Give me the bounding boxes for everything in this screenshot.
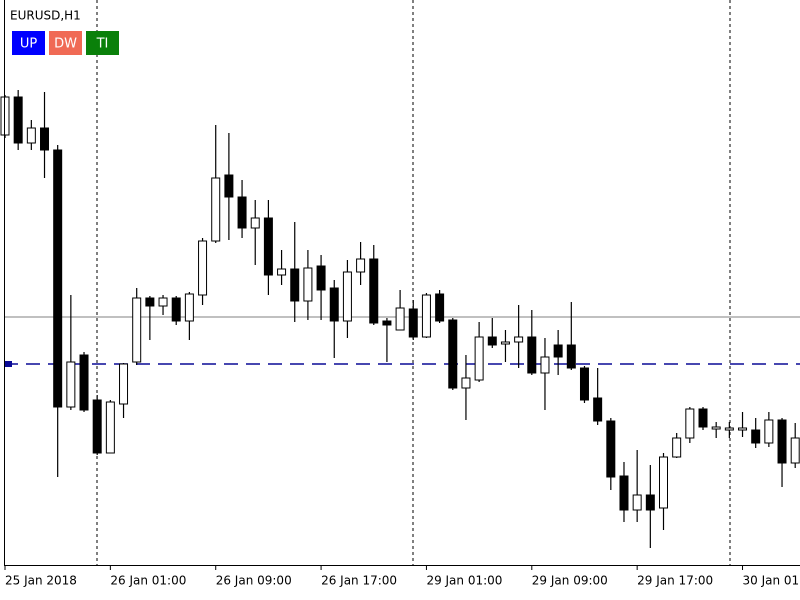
candle-body [40, 127, 50, 151]
candle-body [645, 494, 655, 511]
candle-body [553, 344, 563, 358]
candle-body [685, 408, 695, 439]
candle-body [474, 336, 484, 381]
candle-body [395, 307, 405, 331]
candle-body [606, 420, 616, 478]
candle-body [632, 494, 642, 511]
candle-body [790, 437, 800, 464]
candle-body [211, 177, 221, 242]
x-tick-label: 29 Jan 09:00 [532, 574, 608, 588]
candle-body [13, 96, 23, 144]
candle-body [171, 297, 181, 322]
plot-area [0, 90, 800, 548]
candle-body [237, 196, 247, 229]
candle-body [461, 377, 471, 389]
candle-body [764, 419, 774, 444]
candle-body [421, 294, 431, 338]
candle-body [145, 297, 155, 307]
candle-body [382, 320, 392, 326]
x-tick-label: 26 Jan 17:00 [321, 574, 397, 588]
x-tick-label: 26 Jan 01:00 [110, 574, 186, 588]
x-tick-label: 26 Jan 09:00 [216, 574, 292, 588]
candle-body [527, 336, 537, 374]
candle-body [356, 258, 366, 273]
x-tick-label: 29 Jan 01:00 [426, 574, 502, 588]
candle-body [514, 336, 524, 343]
candle-body [738, 427, 748, 431]
candle-body [26, 127, 36, 144]
candle-body [316, 265, 326, 291]
candle-body [672, 437, 682, 458]
candle-body [369, 258, 379, 324]
candle-body [290, 268, 300, 302]
candle-body [158, 297, 168, 307]
candle-body [132, 297, 142, 363]
candle-body [448, 319, 458, 389]
button-face[interactable] [49, 31, 82, 55]
button-face[interactable] [86, 31, 119, 55]
candle-body [92, 399, 102, 454]
candle-body [224, 174, 234, 198]
candle-body [263, 217, 273, 276]
candle-body [593, 397, 603, 422]
candle-body [540, 356, 550, 374]
candle-body [329, 287, 339, 322]
candle-body [566, 344, 576, 369]
toolbar-button[interactable]: DW [49, 31, 82, 55]
candle-body [79, 354, 89, 411]
candle-body [53, 149, 63, 408]
candle-body [711, 426, 721, 430]
toolbar-button[interactable]: TI [86, 31, 119, 55]
candle-body [408, 308, 418, 338]
candle-body [342, 271, 352, 322]
candle-body [579, 367, 589, 401]
chart-title: EURUSD,H1 [10, 9, 81, 23]
x-tick-label: 30 Jan 01:00 [743, 574, 800, 588]
button-label[interactable]: DW [54, 37, 77, 52]
candle-body [105, 401, 115, 454]
candle-body [303, 267, 313, 302]
candle-body [500, 341, 510, 345]
candle-body [184, 293, 194, 322]
candle-body [119, 363, 129, 405]
candle-body [619, 475, 629, 511]
candle-body [487, 336, 497, 346]
candle-body [724, 427, 734, 431]
toolbar-button[interactable]: UP [12, 31, 45, 55]
candle-body [751, 429, 761, 444]
candle-body [659, 456, 668, 509]
candle-body [435, 293, 445, 322]
candle-body [777, 419, 787, 464]
x-tick-label: 25 Jan 2018 [5, 574, 77, 588]
x-tick-label: 29 Jan 17:00 [637, 574, 713, 588]
button-label[interactable]: UP [20, 37, 38, 52]
candle-body [198, 240, 208, 296]
candle-body [277, 268, 287, 276]
button-face[interactable] [12, 31, 45, 55]
candle-body [66, 361, 76, 408]
button-label[interactable]: TI [96, 37, 109, 52]
candle-body [250, 217, 260, 229]
candle-body [698, 408, 708, 428]
